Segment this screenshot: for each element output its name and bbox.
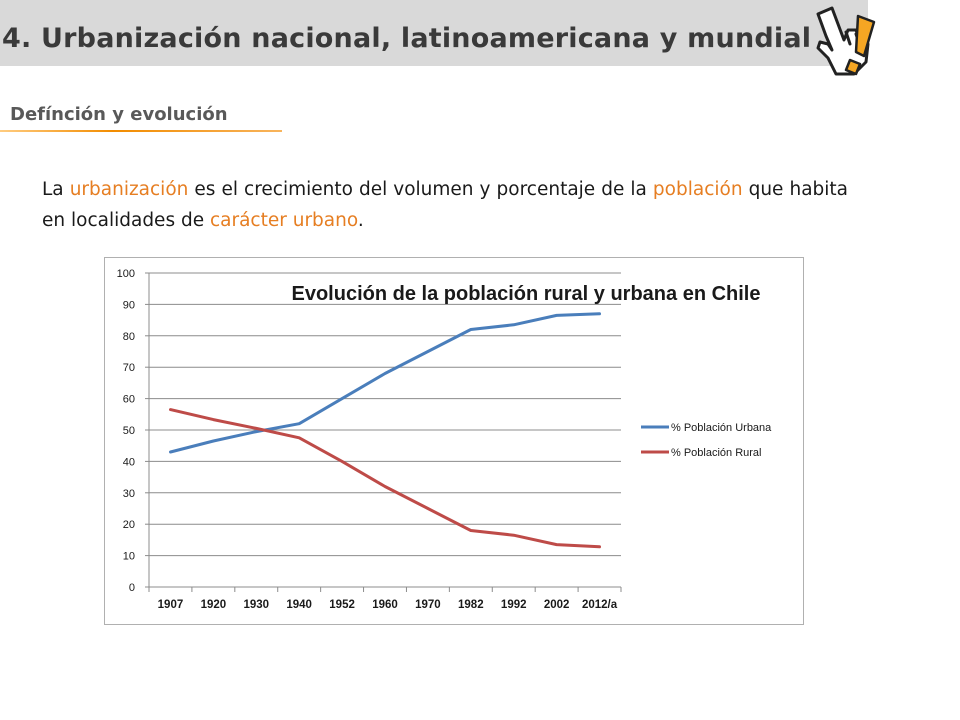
data-point: [470, 329, 472, 331]
keyword-poblacion: población: [652, 179, 743, 200]
data-point: [255, 431, 257, 433]
population-line-chart: 0 10 20 30 40 50 60 70 80 90 100 1907 1920 1930 1940 19…: [117, 268, 773, 611]
data-point: [427, 351, 429, 352]
x-tick-label: 1940: [286, 599, 312, 611]
data-point: [599, 546, 601, 548]
data-point: [556, 314, 558, 316]
page-title: 4. Urbanización nacional, latinoamerican…: [2, 23, 812, 54]
x-tick-label: 1930: [243, 599, 269, 611]
x-tick-label: 1952: [329, 599, 355, 611]
data-point: [212, 419, 214, 421]
data-point: [513, 324, 515, 326]
data-point: [513, 534, 515, 536]
y-tick-label: 10: [123, 551, 135, 563]
data-point: [169, 409, 171, 411]
definition-part-3: que habita en localidades de: [42, 179, 849, 231]
series-line-0: [169, 312, 601, 454]
y-tick-label: 60: [123, 394, 135, 406]
data-point: [212, 440, 214, 442]
definition-part-1: La: [42, 179, 70, 200]
x-tick-label: 2012/a: [582, 599, 618, 611]
y-tick-label: 40: [123, 456, 135, 468]
data-point: [298, 437, 300, 439]
y-tick-label: 70: [123, 362, 135, 374]
header-bar: 4. Urbanización nacional, latinoamerican…: [0, 0, 868, 66]
hand-pointer-exclamation-icon: [816, 6, 876, 76]
definition-text: La urbanización es el crecimiento del vo…: [42, 174, 848, 236]
y-tick-label: 50: [123, 425, 135, 437]
definition-part-4: .: [357, 210, 364, 231]
data-point: [427, 508, 429, 509]
x-tick-label: 1920: [201, 599, 227, 611]
data-point: [255, 427, 257, 429]
data-point: [470, 529, 472, 531]
legend-label: % Población Urbana: [671, 422, 772, 434]
chart-title: Evolución de la población rural y urbana…: [292, 283, 761, 305]
x-tick-label: 1992: [501, 599, 527, 611]
y-tick-label: 20: [123, 519, 135, 531]
y-tick-label: 0: [129, 582, 135, 594]
y-tick-label: 80: [123, 331, 135, 343]
data-point: [298, 423, 300, 425]
x-tick-label: 1907: [158, 599, 184, 611]
subtitle-underline: [0, 130, 282, 132]
legend-label: % Población Rural: [671, 447, 762, 459]
data-point: [556, 544, 558, 546]
data-point: [341, 398, 343, 400]
data-point: [384, 372, 386, 374]
data-point: [169, 451, 171, 453]
data-point: [341, 460, 343, 462]
keyword-urbanizacion: urbanización: [69, 179, 189, 200]
x-tick-label: 1960: [372, 599, 398, 611]
x-tick-label: 1970: [415, 599, 441, 611]
definition-part-2: es el crecimiento del volumen y porcenta…: [188, 179, 653, 200]
data-point: [599, 313, 601, 315]
y-tick-label: 30: [123, 488, 135, 500]
chart-container: 0 10 20 30 40 50 60 70 80 90 100 1907 1920 1930 1940 19…: [104, 257, 804, 625]
x-tick-label: 2002: [544, 599, 570, 611]
keyword-caracter-urbano: carácter urbano: [209, 210, 358, 231]
data-point: [384, 486, 386, 488]
y-tick-label: 100: [117, 268, 135, 280]
x-tick-label: 1982: [458, 599, 484, 611]
section-subtitle: Defínción y evolución: [10, 104, 228, 125]
y-tick-label: 90: [123, 299, 135, 311]
